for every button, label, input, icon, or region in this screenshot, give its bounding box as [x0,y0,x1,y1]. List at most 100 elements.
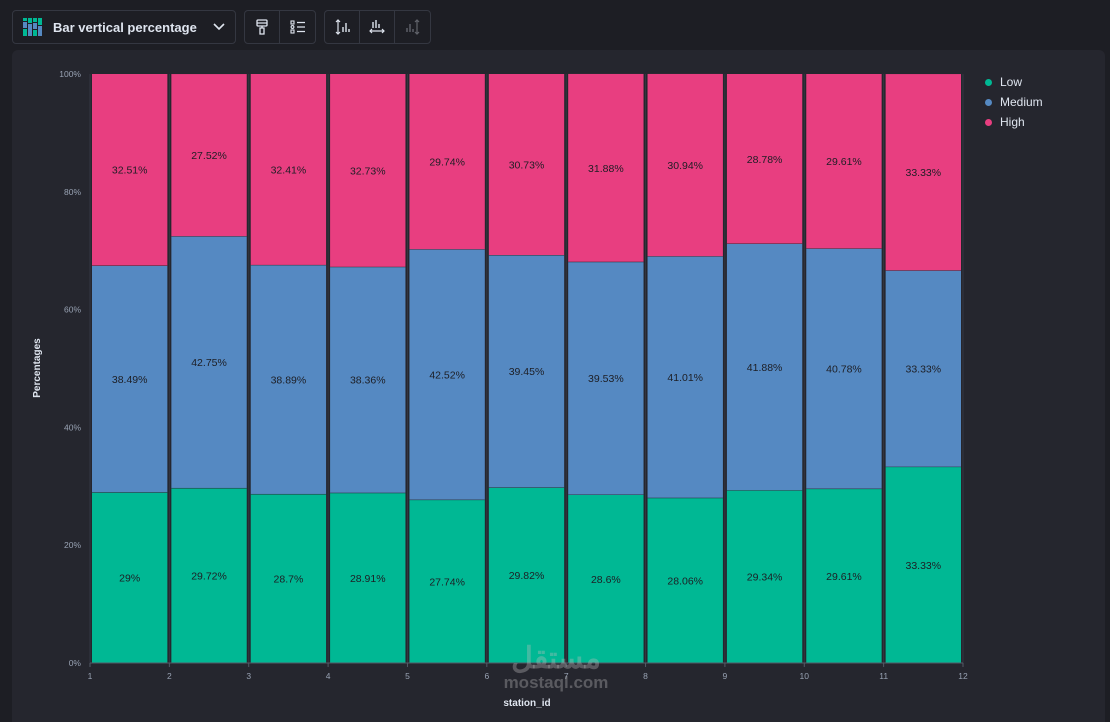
bar-segment-low[interactable] [568,494,644,663]
bar-segment-high[interactable] [409,74,485,250]
paint-brush-icon [256,19,268,35]
x-tick-label: 3 [246,671,251,681]
chart-type-label: Bar vertical percentage [53,19,197,35]
x-tick-label: 7 [564,671,569,681]
legend-item-high[interactable]: High [985,112,1043,132]
x-tick-label: 2 [167,671,172,681]
data-label: 38.36% [350,375,386,387]
x-tick-label: 10 [800,671,810,681]
legend-swatch [985,118,992,126]
bar-segment-medium[interactable] [885,270,961,467]
legend-item-medium[interactable]: Medium [985,92,1043,112]
bar-segment-low[interactable] [806,488,882,663]
bar-segment-high[interactable] [726,74,803,244]
data-label: 38.49% [112,374,148,386]
x-tick-label: 8 [643,671,648,681]
y-tick-label: 100% [59,69,81,79]
x-tick-label: 12 [958,671,968,681]
legend-item-low[interactable]: Low [985,72,1043,92]
y-tick-label: 20% [64,540,81,550]
bar-segment-low[interactable] [885,466,961,663]
bar-segment-medium[interactable] [806,248,882,489]
x-axis-title: station_id [503,698,550,709]
left-axis-button[interactable] [325,11,360,43]
bar-segment-low[interactable] [647,497,723,663]
data-label: 30.94% [667,160,703,172]
data-label: 32.51% [112,165,148,177]
x-tick-label: 1 [88,671,93,681]
bar-segment-high[interactable] [647,73,723,257]
bar-segment-medium[interactable] [250,264,327,494]
style-button[interactable] [245,11,280,43]
data-label: 28.91% [350,573,386,585]
legend-swatch [985,98,992,106]
bar-segment-medium[interactable] [330,266,406,493]
legend-label: Medium [1000,95,1043,109]
bar-segment-medium[interactable] [488,254,565,488]
y-tick-label: 0% [69,658,82,668]
x-tick-label: 9 [723,671,728,681]
bar-segment-medium[interactable] [171,236,247,488]
legend-settings-button[interactable] [280,11,315,43]
bar-chart-type-icon [23,18,42,36]
bar-segment-low[interactable] [726,490,803,663]
data-label: 29.34% [747,572,783,584]
data-label: 29.82% [509,570,545,582]
data-label: 33.33% [906,560,942,572]
data-label: 40.78% [826,364,862,376]
right-axis-icon [405,19,419,35]
bar-segment-medium[interactable] [92,265,168,493]
bar-segment-high[interactable] [171,74,247,237]
bar-segment-low[interactable] [488,487,565,663]
chevron-down-icon [213,23,225,31]
data-label: 29.74% [429,157,465,169]
style-button-group [244,10,316,44]
bar-segment-high[interactable] [330,74,406,267]
legend-settings-icon [289,20,305,34]
bar-segment-low[interactable] [92,492,168,663]
bar-segment-high[interactable] [806,74,882,249]
data-label: 32.41% [271,164,307,176]
data-label: 28.7% [274,573,304,585]
bottom-axis-button[interactable] [360,11,395,43]
left-axis-icon [335,19,350,35]
data-label: 38.89% [271,374,307,386]
bar-segment-high[interactable] [92,74,168,266]
data-label: 39.45% [509,366,545,378]
data-label: 29.72% [191,570,227,582]
data-label: 33.33% [906,167,942,179]
y-tick-label: 80% [64,187,81,197]
data-label: 33.33% [906,364,942,376]
bar-segment-low[interactable] [330,492,406,663]
x-tick-label: 6 [484,671,489,681]
bar-segment-low[interactable] [409,499,485,663]
bar-segment-high[interactable] [885,74,961,271]
bar-segment-low[interactable] [171,487,247,663]
bar-segment-low[interactable] [250,493,327,663]
data-label: 30.73% [509,159,545,171]
bar-segment-medium[interactable] [726,243,803,491]
right-axis-button[interactable] [395,11,430,43]
data-label: 28.78% [747,154,783,166]
bar-segment-medium[interactable] [647,256,723,498]
bar-segment-medium[interactable] [409,249,485,500]
x-tick-label: 11 [879,671,888,681]
data-label: 42.75% [191,357,227,369]
bars [92,73,961,663]
chart-toolbar: Bar vertical percentage [12,10,431,46]
data-label: 29.61% [826,156,862,168]
data-label: 32.73% [350,165,386,177]
legend-label: High [1000,115,1025,129]
bar-segment-high[interactable] [488,74,565,255]
axis-button-group [324,10,431,44]
chart-type-dropdown[interactable]: Bar vertical percentage [12,10,236,44]
data-label: 42.52% [429,369,465,381]
y-tick-label: 60% [64,305,81,315]
data-label: 29% [119,573,140,585]
bar-segment-high[interactable] [250,74,327,265]
bar-segment-high[interactable] [568,73,644,262]
chart-legend: Low Medium High [985,72,1043,132]
data-label: 41.88% [747,362,783,374]
bar-segment-medium[interactable] [568,261,644,495]
